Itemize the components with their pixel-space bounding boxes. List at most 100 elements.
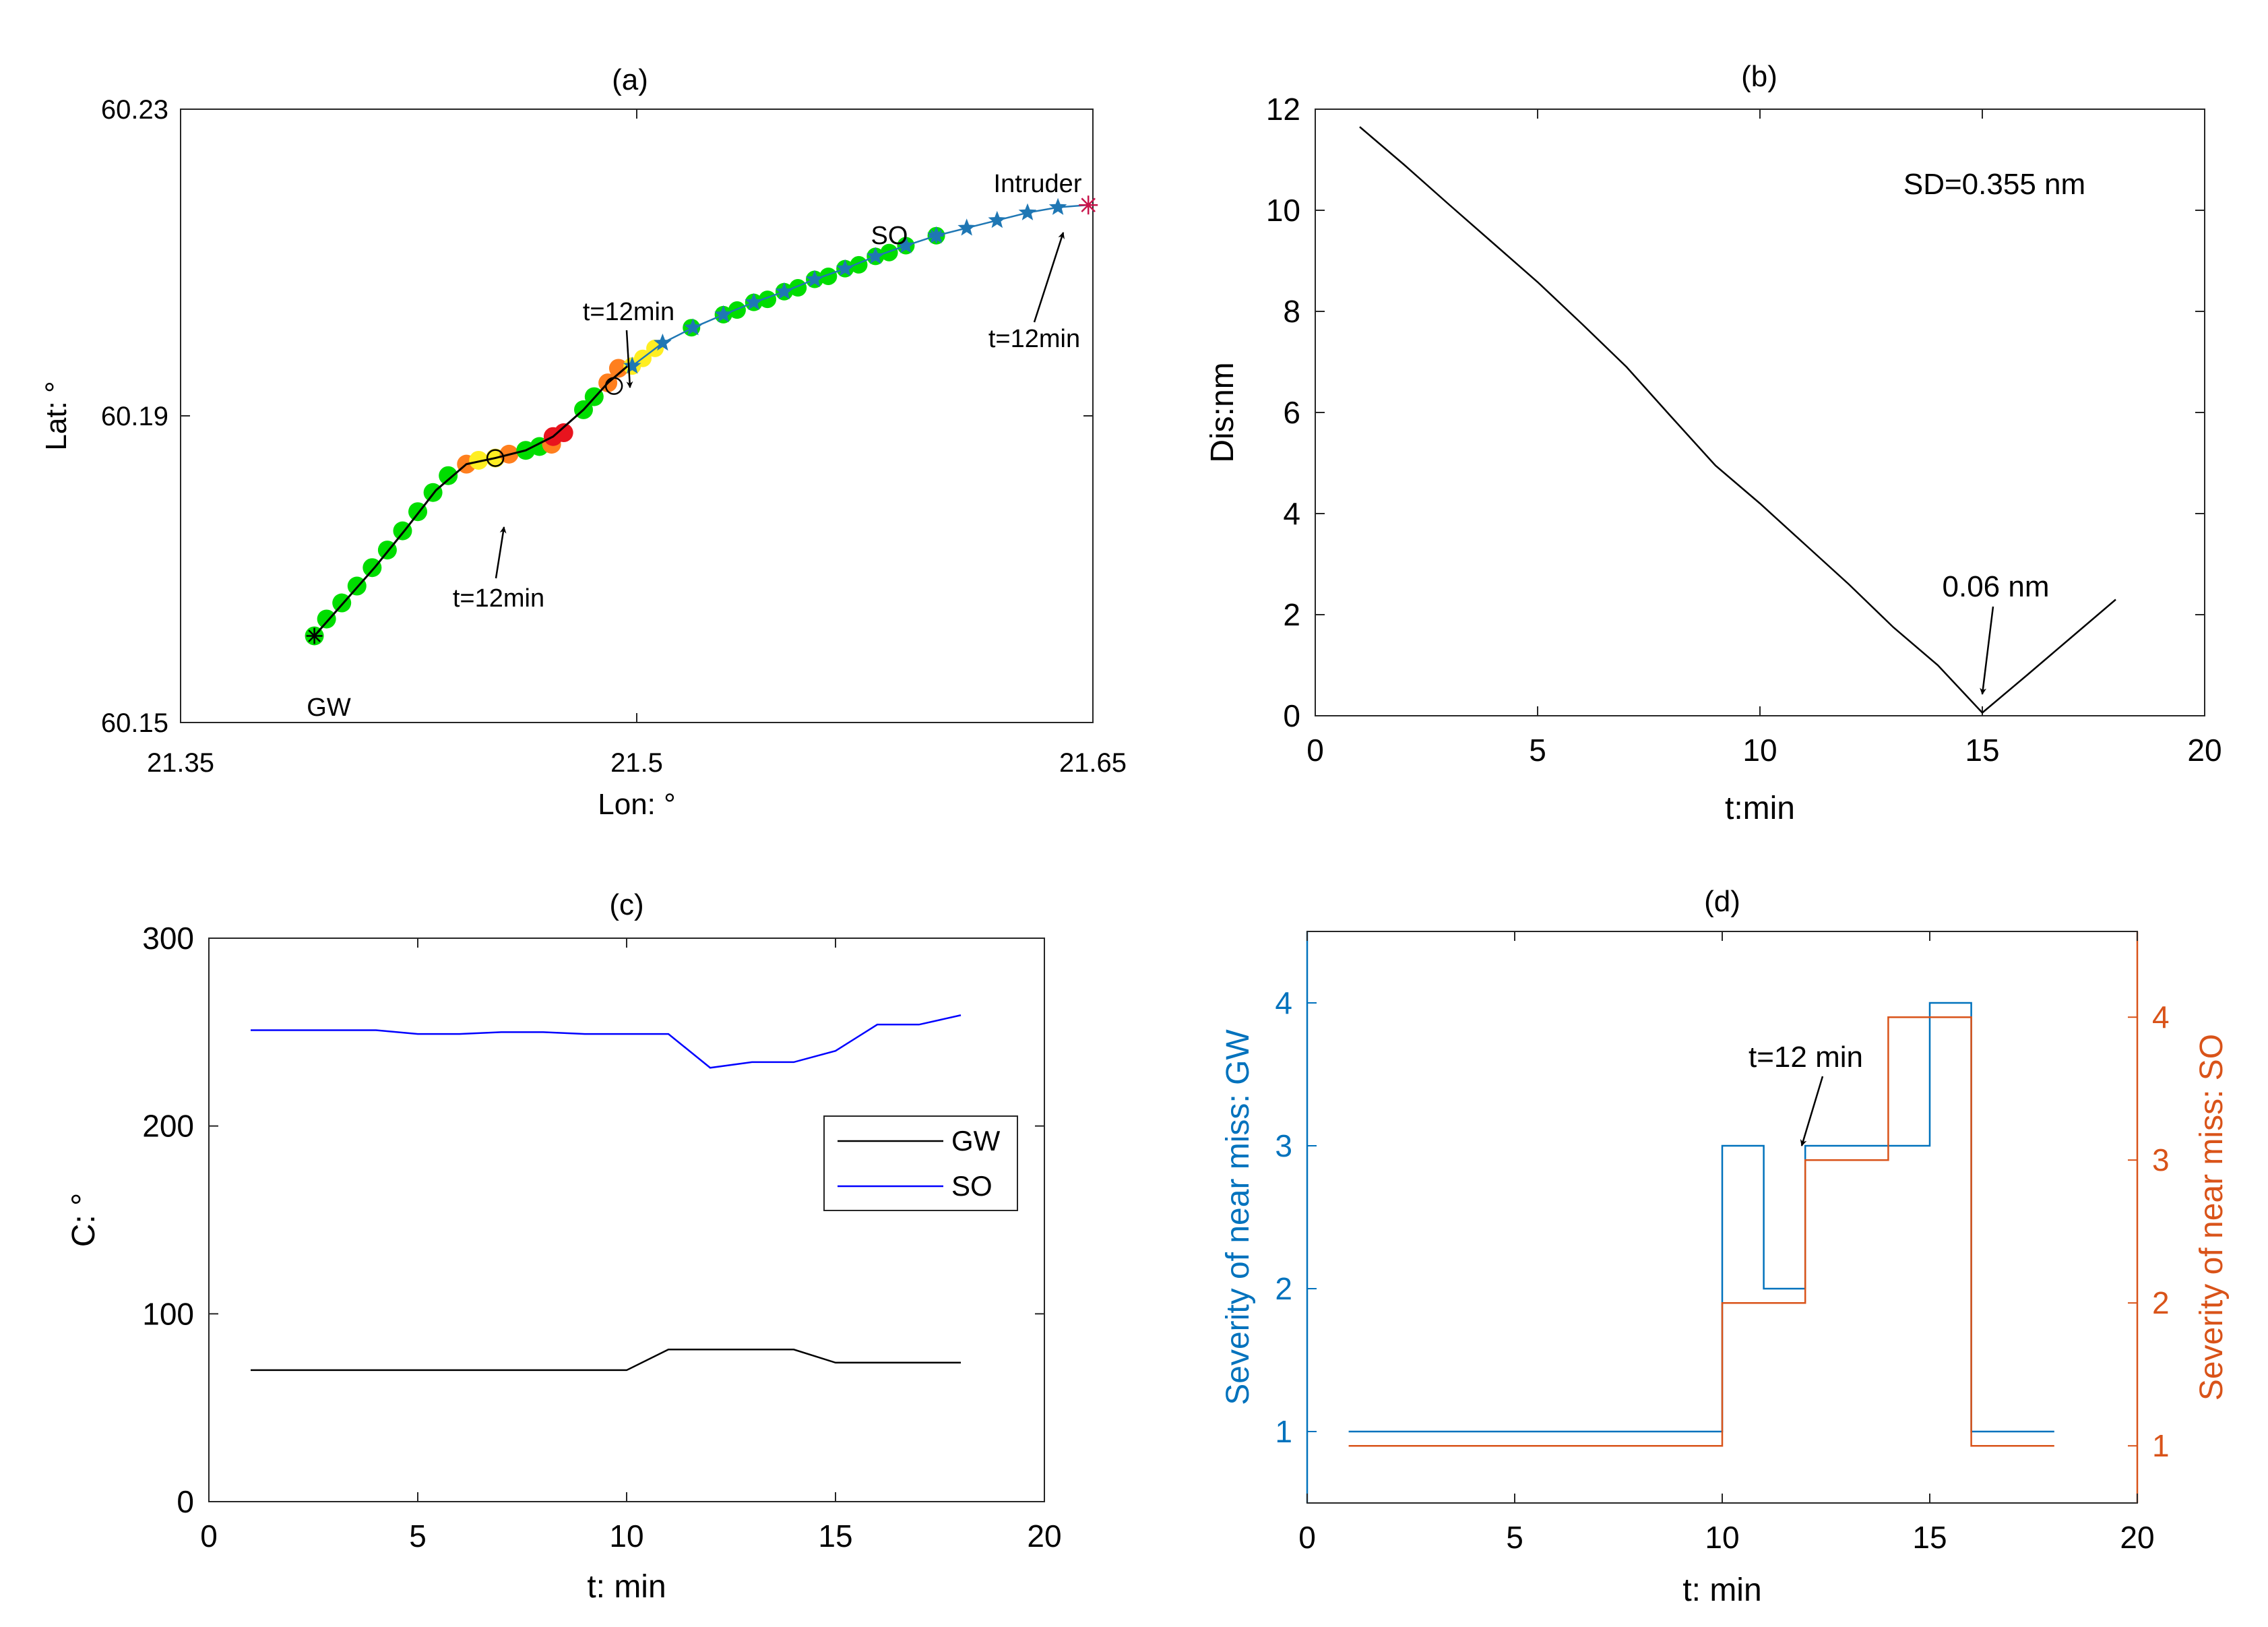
panel-c-xtick-label: 5	[409, 1518, 427, 1554]
panel-b-ytick-label: 4	[1283, 496, 1300, 531]
so-star-marker	[654, 333, 672, 351]
panel-a-ytick-label: 60.19	[101, 402, 168, 431]
panel-d-ytick-right-label: 3	[2152, 1142, 2170, 1177]
panel-a-xtick-label: 21.35	[147, 748, 214, 778]
so-star-marker	[988, 210, 1007, 228]
panel-d-ytick-right-label: 1	[2152, 1428, 2170, 1463]
so-star-marker	[1018, 203, 1037, 220]
gw-severity-dot	[317, 609, 336, 629]
gw-severity-dot	[469, 450, 489, 470]
so-severity-dot	[728, 301, 746, 319]
so-label: SO	[871, 222, 908, 250]
panel-c-xtick-label: 0	[200, 1518, 218, 1554]
course-line-gw	[251, 1349, 961, 1372]
panel-c-xtick-label: 10	[609, 1518, 643, 1554]
so-star-marker	[714, 305, 732, 323]
so-star-marker	[897, 236, 915, 253]
panel-a-ytick-label: 60.23	[101, 95, 168, 125]
gw-start-marker	[306, 627, 323, 644]
panel-b-xtick-label: 20	[2187, 733, 2222, 768]
annotation-arrow-gw	[495, 526, 507, 579]
panel-a-title: (a)	[612, 63, 648, 96]
panel-b-ytick-label: 8	[1283, 294, 1300, 329]
annotation-arrow-so	[625, 330, 633, 388]
panel-c-ytick-label: 200	[142, 1109, 194, 1144]
panel-c-xtick-label: 20	[1027, 1518, 1061, 1554]
panel-d-xtick-label: 5	[1506, 1520, 1523, 1555]
panel-b: (b) 0 5 10 15 20 0 2 4 6 8 10 12 t:min Dis:nm SD=0.…	[1205, 60, 2222, 826]
so-star-marker	[836, 259, 854, 276]
panel-b-xtick-label: 0	[1306, 733, 1324, 768]
so-severity-dot	[759, 290, 777, 309]
panel-d-xtick-label: 20	[2120, 1520, 2154, 1555]
panel-b-xtick-label: 15	[1965, 733, 1999, 768]
panel-d-ytick-left-label: 4	[1275, 985, 1292, 1020]
so-star-marker	[805, 270, 824, 287]
panel-d-title: (d)	[1704, 885, 1740, 918]
panel-d-ticks: 0 5 10 15 201 12 23 34 4	[1275, 931, 2170, 1555]
so-star-marker	[684, 318, 702, 336]
annotation-t12-gw: t=12min	[453, 584, 544, 613]
panel-d: (d) 0 5 10 15 201 12 23 34 4 t: min Severity of …	[1220, 885, 2230, 1608]
min-distance-arrow	[1980, 606, 1994, 695]
annotation-t12-so: t=12min	[583, 298, 674, 326]
panel-d-ytick-left-label: 3	[1275, 1128, 1292, 1163]
panel-c-title: (c)	[609, 888, 643, 921]
panel-c-axes-box	[208, 938, 1045, 1502]
panel-d-ylabel-right: Severity of near miss: SO	[2194, 1034, 2230, 1401]
panel-c-ytick-label: 100	[142, 1296, 194, 1331]
intruder-marker-stroke	[1081, 197, 1096, 212]
panel-d-marks	[1348, 1002, 2054, 1447]
gw-track-line	[313, 365, 629, 637]
course-line-so	[251, 1014, 962, 1069]
panel-b-title: (b)	[1741, 60, 1777, 93]
so-severity-dot	[850, 255, 868, 274]
so-star-marker	[957, 218, 976, 236]
legend: GW SO	[823, 1115, 1018, 1211]
so-star-marker	[745, 293, 763, 310]
so-track-line	[631, 204, 1089, 367]
panel-c-ytick-label: 0	[177, 1484, 194, 1519]
panel-b-ytick-label: 12	[1266, 92, 1300, 127]
panel-b-xtick-label: 10	[1742, 733, 1777, 768]
so-severity-dot	[819, 267, 838, 285]
so-star-marker	[867, 247, 885, 264]
panel-c-ytick-label: 300	[142, 921, 194, 956]
panel-d-ytick-left-label: 1	[1275, 1414, 1292, 1449]
distance-line	[1359, 126, 2116, 714]
annotation-t12-intruder: t=12min	[988, 325, 1080, 353]
panel-b-ytick-label: 2	[1283, 597, 1300, 632]
panel-d-xtick-label: 15	[1912, 1520, 1947, 1555]
panel-d-ytick-right-label: 2	[2152, 1285, 2170, 1320]
panel-d-xtick-label: 10	[1705, 1520, 1739, 1555]
annotation-arrow-intruder	[1033, 232, 1065, 323]
panel-d-ytick-left-label: 2	[1275, 1271, 1292, 1306]
panel-b-ytick-label: 6	[1283, 395, 1300, 430]
severity-line-gw	[1348, 1002, 2054, 1433]
gw-highlight-circle	[486, 449, 505, 467]
panel-b-ytick-label: 0	[1283, 698, 1300, 733]
panel-b-ticks: 0 5 10 15 20 0 2 4 6 8 10 12	[1266, 92, 2222, 768]
so-start-marker-stroke	[930, 230, 943, 242]
legend-gw-label: GW	[951, 1125, 1001, 1157]
panel-d-ytick-right-label: 4	[2152, 1000, 2170, 1035]
panel-c-xtick-label: 15	[818, 1518, 852, 1554]
panel-a-ytick-label: 60.15	[101, 708, 168, 738]
gw-start-marker-stroke	[308, 630, 321, 642]
panel-a-marks	[305, 195, 1098, 646]
t12-arrow	[1800, 1076, 1824, 1146]
sd-text: SD=0.355 nm	[1903, 168, 2085, 201]
panel-b-xtick-label: 5	[1529, 733, 1546, 768]
t12-annotation: t=12 min	[1749, 1041, 1863, 1074]
panel-a-xlabel: Lon: °	[598, 788, 675, 821]
panel-b-xlabel: t:min	[1725, 791, 1795, 826]
so-star-marker	[1048, 197, 1067, 215]
panel-b-ytick-label: 10	[1266, 193, 1300, 228]
so-severity-dot	[880, 243, 898, 262]
severity-line-so	[1348, 1016, 2054, 1447]
so-start-marker	[928, 228, 944, 243]
so-star-marker	[775, 282, 794, 300]
